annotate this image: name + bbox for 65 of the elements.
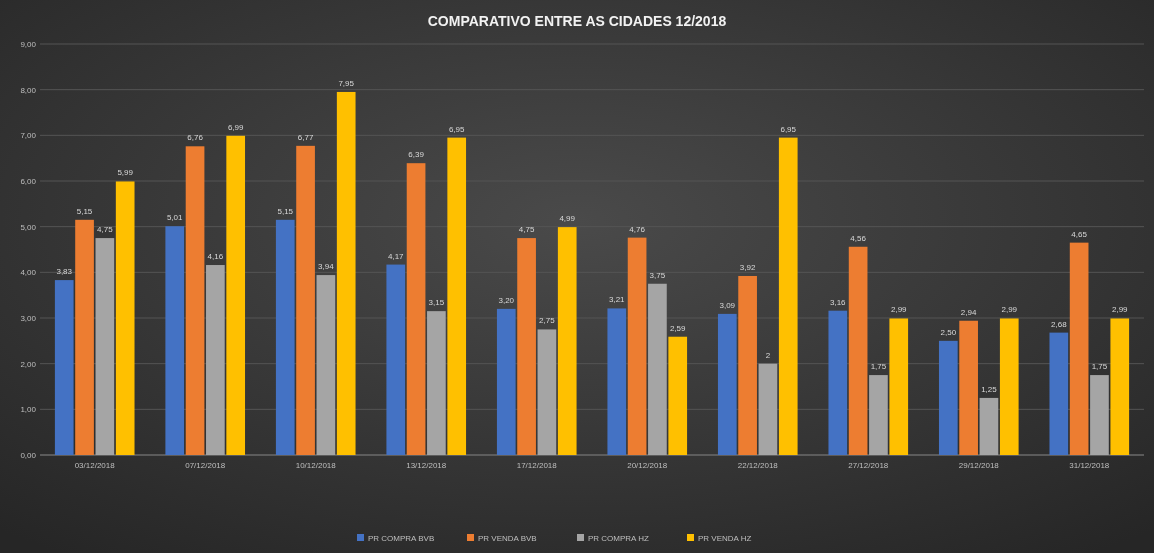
chart-title: COMPARATIVO ENTRE AS CIDADES 12/2018 bbox=[427, 13, 727, 29]
legend-label: PR VENDA HZ bbox=[698, 534, 752, 543]
x-tick-label: 03/12/2018 bbox=[74, 461, 116, 470]
data-label: 7,95 bbox=[338, 78, 355, 88]
data-label: 4,99 bbox=[559, 214, 576, 224]
data-label: 2,68 bbox=[1051, 319, 1068, 329]
data-label: 6,77 bbox=[297, 132, 314, 142]
data-label: 6,76 bbox=[187, 133, 204, 143]
data-label: 2,59 bbox=[669, 323, 687, 333]
y-tick-label: 0,00 bbox=[20, 451, 37, 460]
data-label: 6,95 bbox=[448, 124, 466, 134]
y-tick-label: 5,00 bbox=[20, 222, 37, 232]
legend-label: PR COMPRA BVB bbox=[368, 534, 435, 543]
data-label: 5,15 bbox=[76, 206, 93, 216]
data-label: 2,99 bbox=[1001, 305, 1018, 315]
data-label: 3,94 bbox=[318, 262, 335, 272]
x-tick-label: 20/12/2018 bbox=[627, 461, 668, 470]
x-tick-label: 29/12/2018 bbox=[958, 461, 1000, 470]
data-label: 5,15 bbox=[277, 206, 294, 216]
data-label: 4,17 bbox=[387, 251, 405, 261]
data-label: 2,99 bbox=[890, 305, 908, 315]
data-label: 3,92 bbox=[739, 262, 756, 272]
data-label: 2,94 bbox=[960, 307, 977, 317]
y-tick-label: 1,00 bbox=[20, 405, 37, 415]
x-tick-label: 17/12/2018 bbox=[516, 461, 558, 470]
x-tick-label: 10/12/2018 bbox=[295, 461, 337, 470]
data-label: 3,83 bbox=[56, 267, 73, 277]
y-tick-label: 6,00 bbox=[20, 177, 37, 186]
data-label: 4,16 bbox=[207, 252, 224, 262]
data-label: 3,20 bbox=[498, 295, 515, 305]
x-tick-label: 13/12/2018 bbox=[406, 461, 447, 470]
y-tick-label: 8,00 bbox=[20, 85, 37, 95]
y-tick-label: 9,00 bbox=[20, 40, 37, 49]
y-tick-label: 7,00 bbox=[20, 131, 37, 141]
data-label: 4,75 bbox=[518, 225, 535, 235]
data-label: 4,76 bbox=[629, 224, 646, 234]
data-label: 1,25 bbox=[981, 384, 998, 394]
legend-label: PR VENDA BVB bbox=[478, 534, 537, 543]
x-tick-label: 31/12/2018 bbox=[1069, 461, 1110, 470]
y-tick-label: 4,00 bbox=[20, 268, 37, 278]
data-label: 4,56 bbox=[850, 233, 867, 243]
data-label: 6,39 bbox=[408, 150, 425, 160]
data-label: 3,15 bbox=[428, 298, 445, 308]
data-label: 3,21 bbox=[608, 295, 626, 305]
data-label: 3,09 bbox=[719, 300, 736, 310]
data-label: 5,01 bbox=[166, 213, 184, 223]
x-tick-label: 27/12/2018 bbox=[848, 461, 889, 470]
legend-label: PR COMPRA HZ bbox=[588, 534, 650, 543]
data-label: 2 bbox=[765, 350, 771, 360]
data-label: 1,75 bbox=[870, 362, 887, 372]
data-label: 2,50 bbox=[940, 327, 957, 337]
data-label: 2,99 bbox=[1111, 305, 1129, 315]
x-tick-label: 07/12/2018 bbox=[185, 461, 226, 470]
data-label: 6,95 bbox=[780, 124, 797, 134]
data-label: 4,75 bbox=[97, 225, 114, 235]
y-tick-label: 2,00 bbox=[20, 359, 37, 369]
data-label: 3,16 bbox=[830, 297, 847, 307]
data-label: 1,75 bbox=[1091, 362, 1108, 372]
data-label: 2,75 bbox=[539, 316, 556, 326]
data-label: 6,99 bbox=[227, 122, 245, 132]
x-tick-label: 22/12/2018 bbox=[737, 461, 779, 470]
data-label: 3,75 bbox=[649, 270, 666, 280]
data-label: 4,65 bbox=[1071, 229, 1088, 239]
y-tick-label: 3,00 bbox=[20, 314, 37, 323]
data-label: 5,99 bbox=[117, 168, 134, 178]
